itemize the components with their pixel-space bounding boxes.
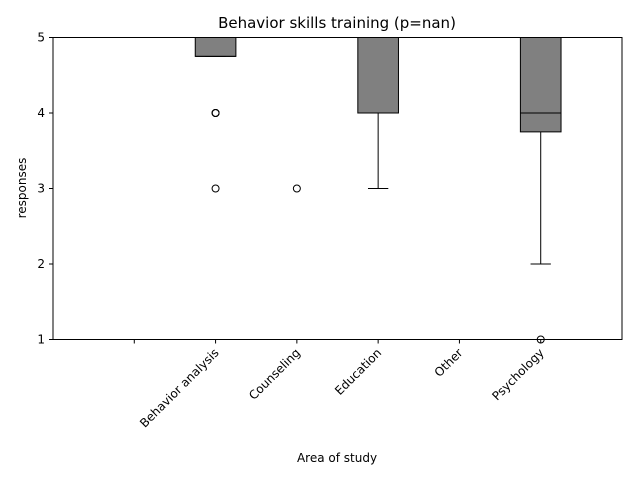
y-tick-label: 3 — [37, 182, 45, 196]
x-tick-label: Other — [432, 346, 466, 380]
box — [519, 37, 562, 133]
x-tick-label: Behavior analysis — [137, 346, 222, 431]
box-group — [194, 37, 237, 193]
box-group — [519, 37, 562, 344]
plot-area — [194, 37, 562, 344]
y-tick-label: 1 — [37, 333, 45, 347]
box-group — [276, 37, 318, 193]
box — [194, 37, 237, 57]
box-group — [357, 37, 399, 189]
y-tick-label: 2 — [37, 257, 45, 271]
y-axis-label: responses — [15, 158, 29, 219]
x-axis-label: Area of study — [297, 451, 377, 465]
x-tick-label: Psychology — [489, 346, 547, 404]
chart-title: Behavior skills training (p=nan) — [218, 14, 456, 32]
y-tick-label: 5 — [37, 31, 45, 45]
outlier-point — [211, 184, 220, 193]
outlier-point — [292, 184, 301, 193]
outlier-point — [211, 109, 220, 117]
y-tick-label: 4 — [37, 106, 45, 120]
x-tick-label: Counseling — [246, 346, 303, 403]
x-axis: Behavior analysis Counseling Education Othe… — [133, 339, 547, 431]
box — [357, 37, 399, 114]
x-tick-label: Education — [332, 346, 384, 398]
y-axis: 1 2 3 4 5 — [37, 31, 53, 347]
